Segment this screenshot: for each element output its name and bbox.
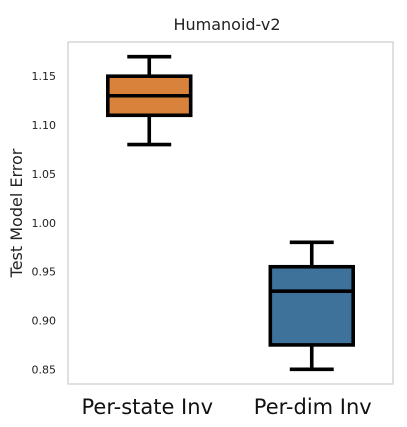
x-axis-labels: Per-state Inv Per-dim Inv bbox=[81, 395, 371, 419]
x-tick-label: Per-dim Inv bbox=[254, 395, 372, 419]
box-2 bbox=[268, 240, 355, 372]
y-tick-label: 1.00 bbox=[32, 217, 57, 230]
y-axis-ticks: 0.85 0.90 0.95 1.00 1.05 1.10 1.15 bbox=[32, 70, 57, 376]
y-tick-label: 0.95 bbox=[32, 266, 57, 279]
y-tick-label: 1.15 bbox=[32, 70, 57, 83]
y-tick-label: 1.05 bbox=[32, 168, 57, 181]
y-tick-label: 0.85 bbox=[32, 363, 57, 376]
box-body bbox=[268, 264, 355, 347]
y-tick-label: 0.90 bbox=[32, 314, 57, 327]
y-tick-label: 1.10 bbox=[32, 119, 57, 132]
x-tick-label: Per-state Inv bbox=[81, 395, 213, 419]
box-1 bbox=[106, 54, 193, 147]
chart-title: Humanoid-v2 bbox=[173, 15, 280, 34]
plot-frame bbox=[67, 41, 394, 385]
box-series bbox=[106, 54, 355, 372]
y-axis-label: Test Model Error bbox=[7, 148, 26, 278]
